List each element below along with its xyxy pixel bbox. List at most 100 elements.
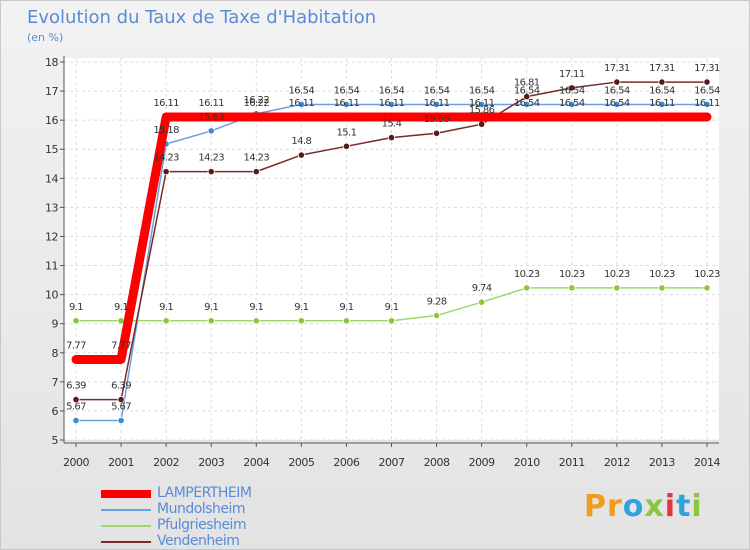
y-tick-label: 5 xyxy=(52,434,59,447)
data-point xyxy=(658,100,666,109)
data-point xyxy=(342,142,351,150)
data-label: 16.22 xyxy=(243,95,269,106)
data-label: 16.11 xyxy=(694,98,720,109)
x-tick-label: 2004 xyxy=(243,456,269,469)
data-point xyxy=(342,100,351,109)
data-point xyxy=(432,311,441,320)
data-label: 16.54 xyxy=(514,98,540,109)
data-label: 9.74 xyxy=(472,283,492,294)
data-label: 10.23 xyxy=(559,269,585,280)
data-point xyxy=(207,127,215,135)
data-label: 9.1 xyxy=(204,302,218,313)
x-tick-label: 2001 xyxy=(108,456,134,469)
legend-item-vendenheim: Vendenheim xyxy=(101,533,361,550)
data-label: 5.67 xyxy=(66,402,86,413)
data-label: 16.54 xyxy=(604,98,630,109)
data-point xyxy=(342,317,351,325)
legend-label: Mundolsheim xyxy=(157,501,245,517)
logo-letter: P xyxy=(584,489,607,524)
data-label: 9.1 xyxy=(339,302,353,313)
data-label: 16.11 xyxy=(649,98,675,109)
data-point xyxy=(117,395,125,404)
data-point xyxy=(478,100,486,109)
proxiti-logo: Proxiti xyxy=(584,489,703,524)
data-label: 16.11 xyxy=(379,98,405,109)
data-label: 14.23 xyxy=(198,153,224,164)
data-point xyxy=(568,84,576,92)
data-point xyxy=(613,78,621,86)
data-label: 6.39 xyxy=(66,381,86,392)
data-point xyxy=(703,78,711,86)
x-tick-label: 2002 xyxy=(153,456,179,469)
data-label: 17.31 xyxy=(649,63,675,74)
x-tick-label: 2012 xyxy=(604,456,630,469)
grid xyxy=(64,58,719,441)
data-point xyxy=(523,93,531,101)
x-tick-label: 2008 xyxy=(424,456,450,469)
logo-letter: i xyxy=(664,489,677,524)
data-label: 15.55 xyxy=(424,114,450,125)
data-label: 16.54 xyxy=(379,85,405,96)
legend-item-lampertheim: LAMPERTHEIM xyxy=(101,485,361,502)
x-tick-label: 2010 xyxy=(514,456,540,469)
y-tick-label: 6 xyxy=(52,405,59,418)
data-point xyxy=(207,317,215,325)
data-point xyxy=(703,284,711,292)
logo-letter: o xyxy=(622,489,645,524)
data-point xyxy=(252,317,260,325)
data-label: 9.1 xyxy=(114,302,128,313)
data-point xyxy=(117,416,125,425)
y-tick-label: 10 xyxy=(45,289,58,302)
data-point xyxy=(297,100,305,109)
data-point xyxy=(613,284,621,292)
data-point xyxy=(613,100,621,109)
data-label: 15.4 xyxy=(382,119,402,130)
legend-swatch xyxy=(101,525,151,527)
y-tick-label: 14 xyxy=(45,172,58,185)
chart-title: Evolution du Taux de Taxe d'Habitation xyxy=(27,7,377,28)
data-label: 16.11 xyxy=(424,98,450,109)
x-tick-label: 2007 xyxy=(379,456,405,469)
legend-swatch xyxy=(101,509,151,511)
data-label: 14.23 xyxy=(153,153,179,164)
data-label: 16.81 xyxy=(514,78,540,89)
unit-label: (en %) xyxy=(27,31,64,44)
data-point xyxy=(387,100,396,109)
data-label: 9.1 xyxy=(159,302,173,313)
x-tick-label: 2011 xyxy=(559,456,585,469)
data-label: 16.54 xyxy=(424,85,450,96)
data-label: 16.54 xyxy=(289,85,315,96)
data-point xyxy=(568,284,576,292)
data-label: 15.63 xyxy=(198,112,224,123)
data-point xyxy=(658,78,666,86)
data-label: 16.54 xyxy=(559,98,585,109)
data-label: 16.54 xyxy=(649,85,675,96)
data-label: 15.18 xyxy=(153,125,179,136)
logo-letter: t xyxy=(676,489,692,524)
data-point xyxy=(72,317,80,325)
data-label: 7.77 xyxy=(66,340,86,351)
logo-letter: r xyxy=(607,489,623,524)
data-point xyxy=(432,100,441,109)
data-label: 16.11 xyxy=(334,98,360,109)
y-tick-label: 17 xyxy=(45,85,58,98)
y-tick-label: 15 xyxy=(45,143,58,156)
y-tick-label: 18 xyxy=(45,56,58,69)
data-point xyxy=(523,100,531,109)
data-label: 16.54 xyxy=(514,85,540,96)
data-point xyxy=(72,395,80,404)
data-label: 16.22 xyxy=(243,98,269,109)
x-tick-label: 2006 xyxy=(333,456,359,469)
legend-swatch xyxy=(101,541,151,543)
data-point xyxy=(478,298,486,306)
legend-label: LAMPERTHEIM xyxy=(157,485,252,501)
data-label: 15.1 xyxy=(336,127,356,138)
legend-label: Pfulgriesheim xyxy=(157,517,247,533)
data-label: 15.86 xyxy=(469,105,495,116)
series-line-lampertheim xyxy=(71,112,712,364)
data-point xyxy=(207,168,215,176)
data-label: 9.1 xyxy=(69,302,83,313)
x-tick-label: 2000 xyxy=(63,456,89,469)
data-label: 14.8 xyxy=(291,136,311,147)
